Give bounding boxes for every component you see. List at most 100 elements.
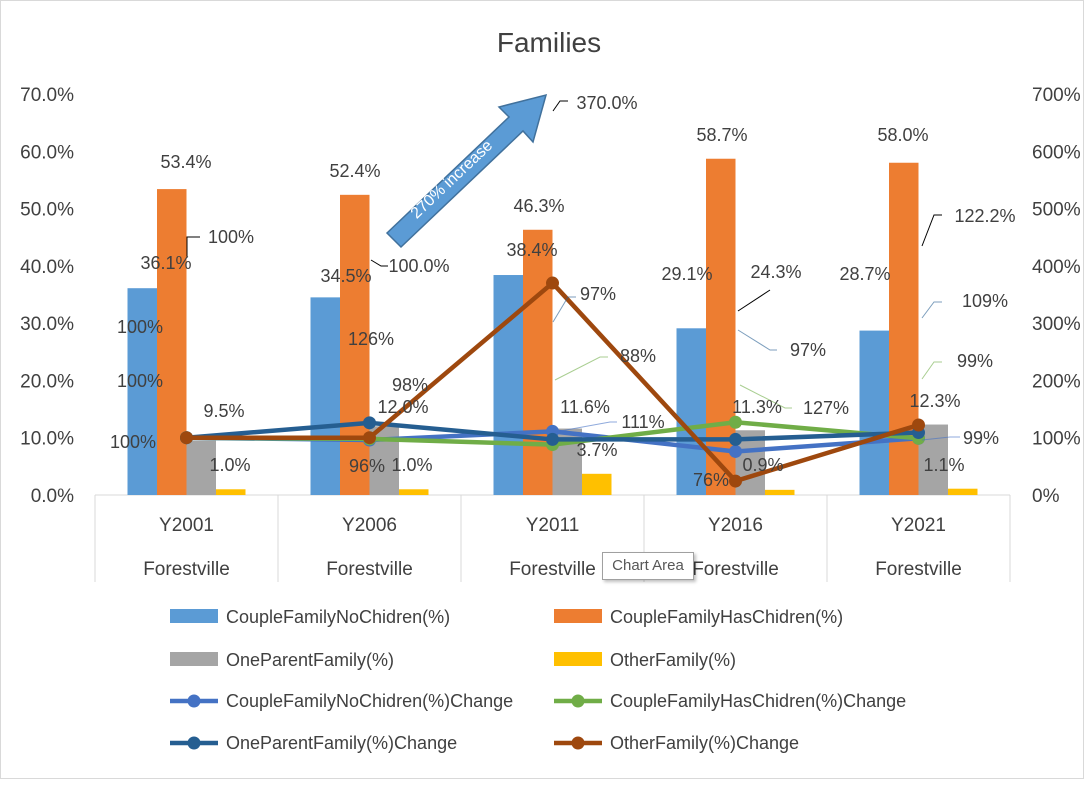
- legend-label: CoupleFamilyNoChidren(%): [226, 607, 450, 627]
- y-left-tick-label: 50.0%: [20, 200, 74, 221]
- line-data-label: 100.0%: [388, 256, 449, 276]
- legend-swatch: [554, 609, 602, 623]
- bar-data-label: 0.9%: [742, 455, 783, 475]
- bar: [157, 189, 187, 495]
- line-point: [729, 432, 742, 446]
- x-tick-label: Y2001: [159, 515, 214, 536]
- bar-data-label: 34.5%: [320, 266, 371, 286]
- bar: [523, 229, 553, 495]
- legend-marker: [187, 736, 201, 750]
- line-data-label: 109%: [962, 291, 1008, 311]
- bar: [216, 489, 246, 495]
- bar-data-label: 46.3%: [513, 196, 564, 216]
- line-point: [180, 431, 193, 445]
- y-right-tick-label: 500%: [1032, 200, 1081, 221]
- y-left-tick-label: 20.0%: [20, 371, 74, 392]
- x-group-label: Forestville: [692, 559, 779, 580]
- y-left-tick-label: 40.0%: [20, 257, 74, 278]
- legend-marker: [187, 694, 201, 708]
- line-data-label: 370.0%: [576, 93, 637, 113]
- bar-data-label: 28.7%: [839, 264, 890, 284]
- legend-label: OtherFamily(%): [610, 650, 736, 670]
- bar: [889, 162, 919, 495]
- lines: [180, 276, 925, 488]
- legend-swatch: [554, 652, 602, 666]
- y-right-tick-label: 100%: [1032, 429, 1081, 450]
- y-left-tick-label: 70.0%: [20, 85, 74, 106]
- bar-data-label: 11.6%: [560, 397, 610, 417]
- y-left-tick-label: 10.0%: [20, 429, 74, 450]
- line-data-label: 122.2%: [954, 206, 1015, 226]
- line-data-label: 97%: [580, 284, 616, 304]
- line-data-label: 100%: [110, 432, 156, 452]
- bar: [948, 488, 978, 495]
- bar-data-label: 1.0%: [209, 455, 250, 475]
- bar-data-label: 1.0%: [391, 455, 432, 475]
- x-group-label: Forestville: [875, 559, 962, 580]
- leader-line: [737, 289, 771, 312]
- leader-line: [554, 421, 617, 433]
- legend-label: OneParentFamily(%)Change: [226, 733, 457, 753]
- line-point: [729, 444, 742, 458]
- bar: [186, 440, 216, 495]
- leader-line: [921, 301, 942, 319]
- leader-line: [921, 361, 942, 380]
- line-point: [912, 418, 925, 432]
- bar: [310, 297, 340, 495]
- line-data-label: 76%: [693, 470, 729, 490]
- leader-line: [552, 296, 576, 323]
- bar-data-label: 38.4%: [506, 240, 557, 260]
- legend-swatch: [170, 609, 218, 623]
- line-data-label: 96%: [349, 456, 385, 476]
- bar: [676, 328, 706, 495]
- x-tick-label: Y2006: [342, 515, 397, 536]
- line-data-label: 97%: [790, 340, 826, 360]
- legend: CoupleFamilyNoChidren(%) CoupleFamilyHasC…: [170, 607, 906, 753]
- bar: [859, 330, 889, 495]
- line-point: [363, 431, 376, 445]
- line-data-label: 99%: [963, 428, 999, 448]
- legend-label: OtherFamily(%)Change: [610, 733, 799, 753]
- legend-label: OneParentFamily(%): [226, 650, 394, 670]
- bar: [582, 473, 612, 495]
- legend-swatch: [170, 652, 218, 666]
- line-data-label: 100%: [208, 227, 254, 247]
- x-tick-label: Y2021: [891, 515, 946, 536]
- line-data-label: 98%: [392, 375, 428, 395]
- y-right-tick-label: 600%: [1032, 142, 1081, 163]
- line-point: [729, 474, 742, 488]
- line-data-label: 100%: [117, 371, 163, 391]
- bar: [127, 288, 157, 495]
- line-data-label: 88%: [620, 346, 656, 366]
- line-data-label: 126%: [348, 329, 394, 349]
- x-tick-label: Y2016: [708, 515, 763, 536]
- bar: [706, 158, 736, 496]
- y-right-tick-label: 700%: [1032, 85, 1081, 106]
- y-right-tick-label: 0%: [1032, 486, 1060, 507]
- line-point: [363, 416, 376, 430]
- bar-data-label: 12.3%: [909, 391, 960, 411]
- legend-label: CoupleFamilyNoChidren(%)Change: [226, 691, 513, 711]
- bar: [765, 489, 795, 495]
- line-point: [729, 415, 742, 429]
- bar-data-label: 52.4%: [329, 161, 380, 181]
- line-data-label: 99%: [957, 351, 993, 371]
- chart-area-tooltip: Chart Area: [602, 552, 694, 580]
- y-left-tick-label: 60.0%: [20, 142, 74, 163]
- bar-data-label: 29.1%: [661, 264, 712, 284]
- chart-title: Families: [497, 27, 601, 58]
- leader-line: [739, 384, 792, 409]
- line-point: [546, 432, 559, 446]
- bar-data-label: 53.4%: [160, 152, 211, 172]
- x-group-label: Forestville: [326, 559, 413, 580]
- bar: [399, 489, 429, 495]
- bar-data-label: 9.5%: [203, 401, 244, 421]
- y-right-tick-label: 200%: [1032, 371, 1081, 392]
- y-right-tick-label: 400%: [1032, 257, 1081, 278]
- data-labels: 36.1% 34.5% 38.4% 29.1% 28.7% 53.4% 52.4% 46.3%…: [110, 93, 1016, 490]
- line-point: [546, 276, 559, 290]
- leader-line: [921, 214, 942, 247]
- leader-line: [370, 259, 388, 267]
- bar-data-label: 11.3%: [732, 397, 782, 417]
